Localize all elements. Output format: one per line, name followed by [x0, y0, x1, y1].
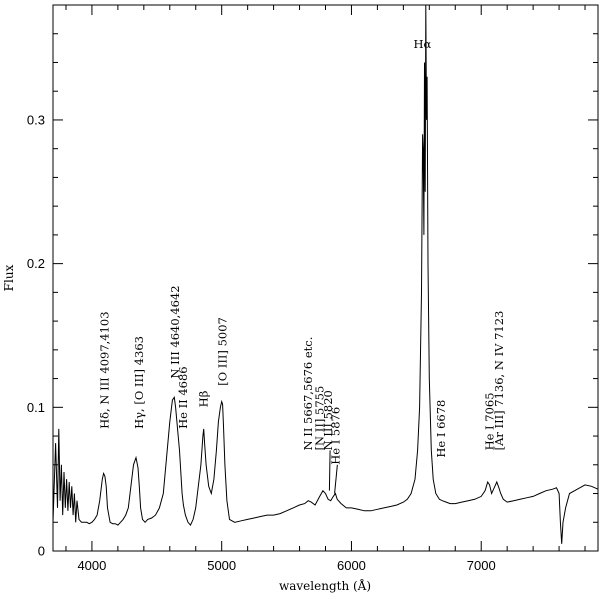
y-tick-label: 0: [38, 544, 45, 559]
annotation-label: Hδ, N III 4097,4103: [98, 311, 112, 428]
x-tick-label: 4000: [77, 558, 106, 573]
x-tick-label: 7000: [467, 558, 496, 573]
annotation-label: He II 4686: [176, 366, 190, 429]
annotation-label: Hβ: [197, 390, 211, 407]
plot-frame: [52, 4, 599, 552]
annotation-label: He I 5876: [328, 407, 342, 465]
annotation-label: N II 5667,5676 etc.: [301, 337, 315, 451]
line-annotations: Hδ, N III 4097,4103 Hγ, [O III] 4363 N III…: [98, 37, 506, 465]
annotation-label: N III 4640,4642: [168, 285, 182, 378]
y-tick-label: 0.1: [27, 400, 45, 415]
x-axis-title: wavelength (Å): [279, 578, 371, 593]
annotation-label: He I 6678: [434, 400, 448, 458]
annotation-label: He I 7065: [483, 392, 497, 450]
annotation-leader: [334, 464, 338, 494]
spectrum-series-line: [52, 4, 599, 544]
axis-ticks: [53, 5, 598, 552]
annotation-label: Hγ, [O III] 4363: [132, 336, 146, 429]
annotation-leader-lines: [328, 450, 338, 494]
y-axis-title: Flux: [2, 264, 16, 291]
annotation-label: Hα: [414, 37, 432, 51]
annotation-label: [N II] 5755: [313, 386, 327, 451]
y-tick-label: 0.3: [27, 112, 45, 127]
axis-tick-labels: 4000 5000 6000 7000 0 0.1 0.2 0.3: [27, 112, 496, 573]
x-tick-label: 5000: [207, 558, 236, 573]
y-tick-label: 0.2: [27, 256, 45, 271]
annotation-label: [O III] 5007: [216, 317, 230, 386]
annotation-label: [Ar III] 7136, N IV 7123: [492, 311, 506, 451]
annotation-label: N III 5820: [321, 390, 335, 450]
annotation-leader: [328, 450, 331, 491]
x-tick-label: 6000: [337, 558, 366, 573]
